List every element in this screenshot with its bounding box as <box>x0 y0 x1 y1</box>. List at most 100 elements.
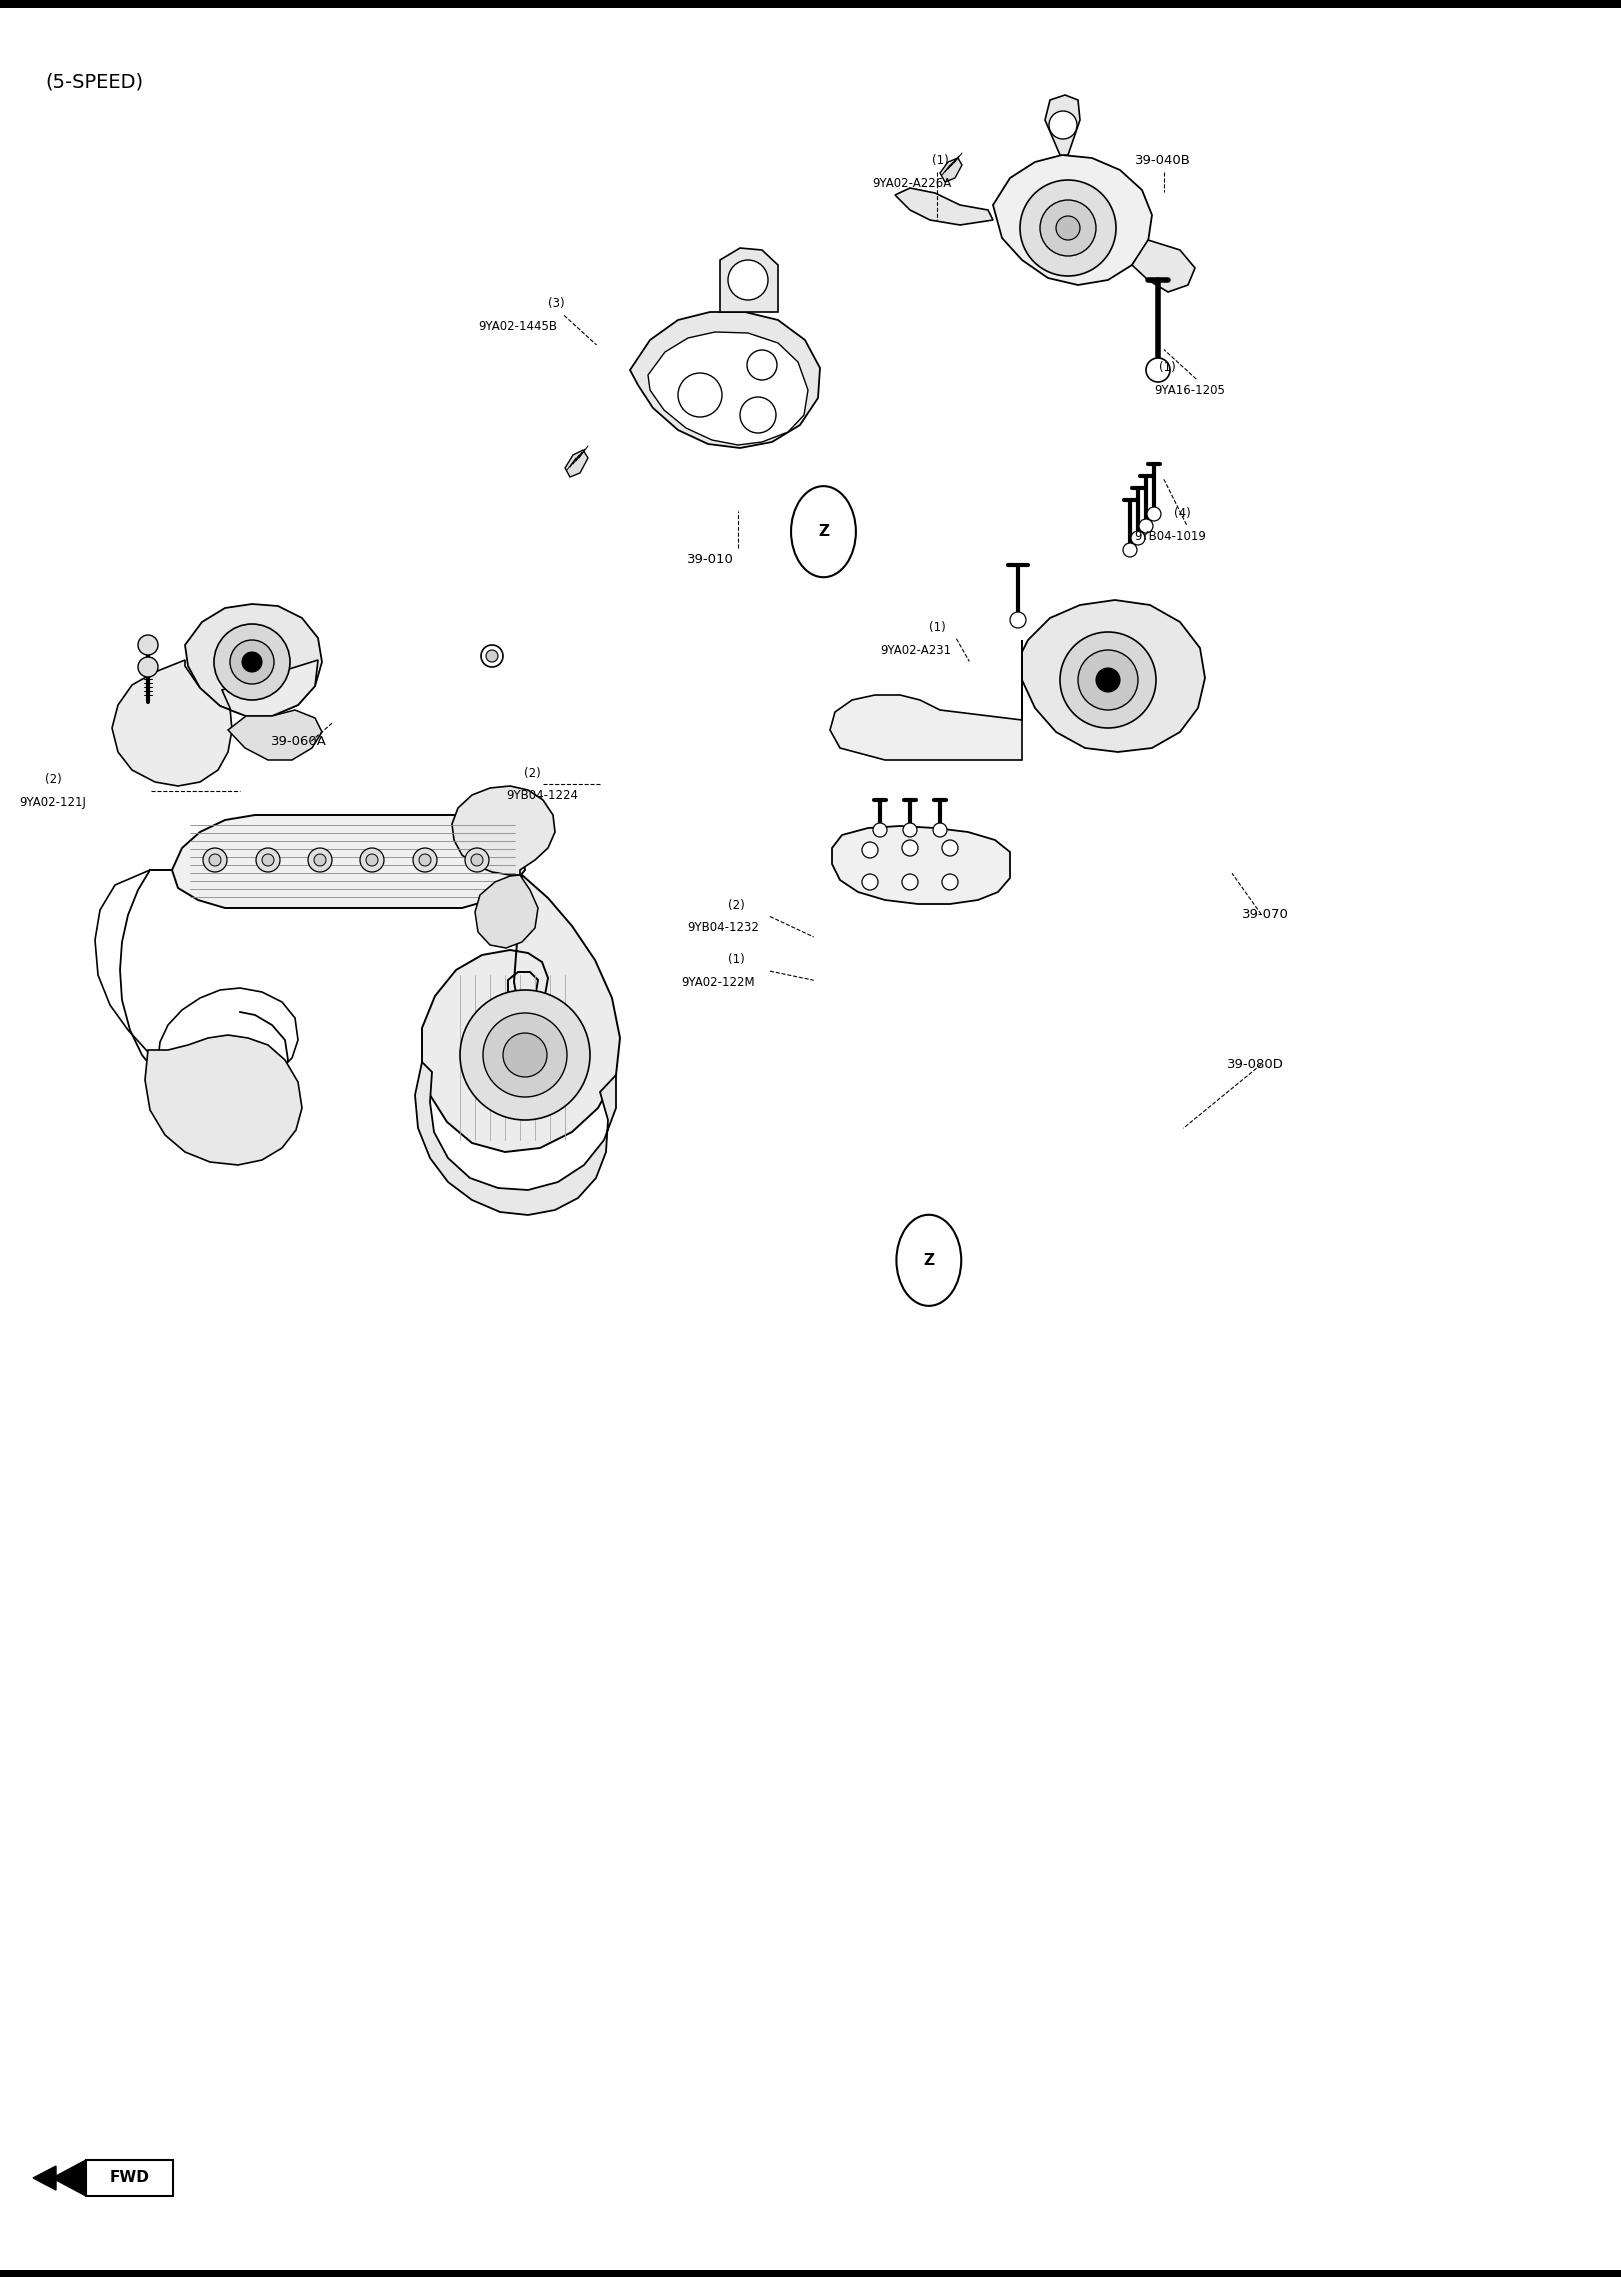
Ellipse shape <box>314 854 326 865</box>
Circle shape <box>791 487 856 578</box>
Polygon shape <box>32 2161 86 2195</box>
Polygon shape <box>86 2161 173 2195</box>
Ellipse shape <box>465 847 490 872</box>
Ellipse shape <box>1020 180 1115 276</box>
Polygon shape <box>940 157 961 182</box>
Text: Z: Z <box>819 524 828 540</box>
Polygon shape <box>1021 601 1204 751</box>
Polygon shape <box>144 1036 302 1166</box>
Ellipse shape <box>308 847 332 872</box>
Polygon shape <box>415 1061 616 1216</box>
Polygon shape <box>172 815 525 909</box>
Ellipse shape <box>360 847 384 872</box>
Ellipse shape <box>942 840 958 856</box>
Ellipse shape <box>481 644 503 667</box>
Text: (1): (1) <box>1159 362 1175 373</box>
Ellipse shape <box>1131 531 1144 544</box>
Text: 9YB04-1232: 9YB04-1232 <box>687 922 759 934</box>
Ellipse shape <box>1140 519 1153 533</box>
Text: 9YB04-1019: 9YB04-1019 <box>1135 531 1206 542</box>
Text: 39-040B: 39-040B <box>1135 155 1190 166</box>
Ellipse shape <box>1078 649 1138 710</box>
Ellipse shape <box>1148 508 1161 521</box>
Polygon shape <box>895 189 994 225</box>
Ellipse shape <box>934 822 947 838</box>
Ellipse shape <box>366 854 378 865</box>
Text: (4): (4) <box>1174 508 1190 519</box>
Polygon shape <box>229 710 323 761</box>
Text: 9YA02-122M: 9YA02-122M <box>681 977 754 988</box>
Polygon shape <box>475 874 538 947</box>
Ellipse shape <box>214 624 290 699</box>
Text: (1): (1) <box>929 622 945 633</box>
Ellipse shape <box>1096 667 1120 692</box>
Ellipse shape <box>1010 613 1026 628</box>
Text: 39-010: 39-010 <box>687 553 734 565</box>
Ellipse shape <box>138 635 157 656</box>
Ellipse shape <box>741 396 776 433</box>
Ellipse shape <box>256 847 280 872</box>
Text: (5-SPEED): (5-SPEED) <box>45 73 144 91</box>
Text: 39-060A: 39-060A <box>271 735 326 747</box>
Ellipse shape <box>483 1013 567 1098</box>
Polygon shape <box>648 332 807 444</box>
Ellipse shape <box>1146 357 1170 383</box>
Text: 9YB04-1224: 9YB04-1224 <box>506 790 577 802</box>
Ellipse shape <box>901 840 917 856</box>
Ellipse shape <box>747 351 776 380</box>
Polygon shape <box>1046 96 1080 155</box>
Text: FWD: FWD <box>110 2170 149 2186</box>
Ellipse shape <box>1055 216 1080 239</box>
Ellipse shape <box>1123 542 1136 558</box>
Ellipse shape <box>230 640 274 683</box>
Polygon shape <box>631 312 820 449</box>
Text: 9YA16-1205: 9YA16-1205 <box>1154 385 1225 396</box>
Ellipse shape <box>418 854 431 865</box>
Ellipse shape <box>1049 112 1076 139</box>
Text: (1): (1) <box>728 954 744 965</box>
Text: 39-070: 39-070 <box>1242 909 1289 920</box>
Ellipse shape <box>413 847 438 872</box>
Text: (2): (2) <box>728 899 744 911</box>
Bar <box>0 0 1621 7</box>
Ellipse shape <box>138 658 157 676</box>
Text: (2): (2) <box>45 774 62 786</box>
Ellipse shape <box>942 874 958 890</box>
Text: 9YA02-A231: 9YA02-A231 <box>880 644 952 656</box>
Polygon shape <box>566 451 588 476</box>
Ellipse shape <box>1041 200 1096 255</box>
Polygon shape <box>421 874 619 1152</box>
Polygon shape <box>112 660 318 786</box>
Text: (3): (3) <box>548 298 564 310</box>
Ellipse shape <box>503 1034 546 1077</box>
Bar <box>0 2270 1621 2277</box>
Polygon shape <box>994 155 1153 285</box>
Ellipse shape <box>903 822 917 838</box>
Ellipse shape <box>901 874 917 890</box>
Polygon shape <box>185 603 323 715</box>
Polygon shape <box>720 248 778 312</box>
Text: 9YA02-121J: 9YA02-121J <box>19 797 86 808</box>
Text: (1): (1) <box>932 155 948 166</box>
Polygon shape <box>452 786 554 874</box>
Ellipse shape <box>862 874 879 890</box>
Text: 9YA02-1445B: 9YA02-1445B <box>478 321 558 332</box>
Ellipse shape <box>728 260 768 301</box>
Ellipse shape <box>203 847 227 872</box>
Ellipse shape <box>242 651 263 672</box>
Ellipse shape <box>209 854 220 865</box>
Polygon shape <box>830 640 1021 761</box>
Ellipse shape <box>486 649 498 663</box>
Polygon shape <box>832 827 1010 904</box>
Text: (2): (2) <box>524 767 540 779</box>
Ellipse shape <box>263 854 274 865</box>
Ellipse shape <box>862 842 879 858</box>
Ellipse shape <box>678 373 721 417</box>
Text: Z: Z <box>924 1252 934 1268</box>
Ellipse shape <box>472 854 483 865</box>
Text: 39-080D: 39-080D <box>1227 1059 1284 1070</box>
Circle shape <box>896 1214 961 1307</box>
Ellipse shape <box>460 990 590 1120</box>
Ellipse shape <box>874 822 887 838</box>
Polygon shape <box>1131 239 1195 291</box>
